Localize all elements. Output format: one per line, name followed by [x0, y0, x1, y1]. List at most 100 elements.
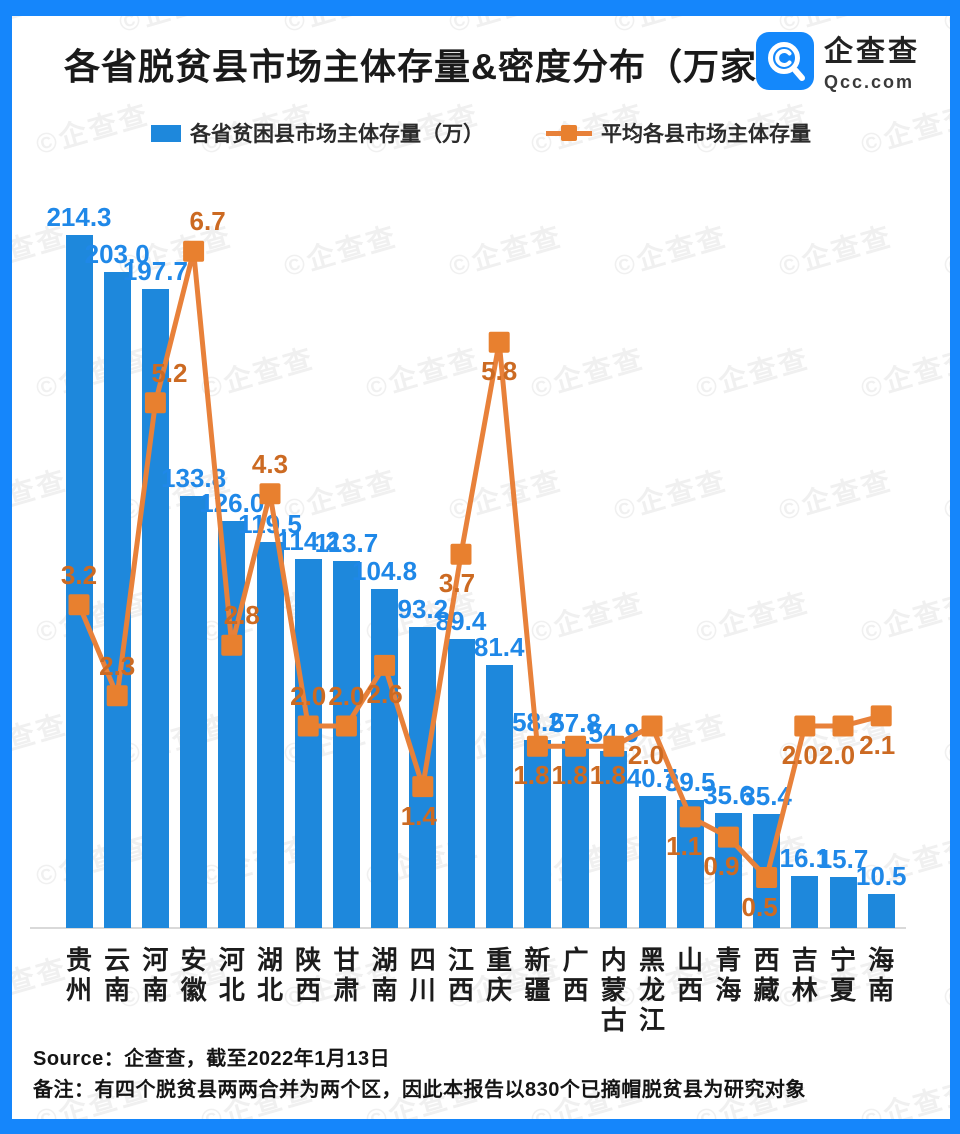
x-axis-label-吉林: 吉林	[791, 945, 818, 1005]
bar-value-label: 35.6	[703, 779, 754, 810]
line-value-label: 5.2	[151, 357, 188, 388]
line-marker-新疆	[526, 735, 548, 757]
bar-value-label: 15.7	[817, 844, 869, 875]
x-axis-label-黑龙江: 黑龙江	[638, 945, 665, 1035]
line-value-label: 2.8	[223, 600, 260, 631]
trend-line-svg	[68, 240, 892, 888]
line-marker-河南	[144, 392, 166, 414]
qcc-logo: 企查查 Qcc.com	[755, 28, 920, 93]
line-series-swatch	[546, 125, 592, 141]
bar-value-label: 81.4	[473, 631, 525, 662]
bar-value-label: 126.0	[199, 487, 265, 518]
line-value-label: 1.8	[589, 760, 626, 791]
bar-甘肃	[332, 560, 360, 928]
x-axis-line	[30, 927, 906, 929]
line-value-label: 2.6	[366, 679, 403, 710]
line-marker-青海	[717, 826, 739, 848]
x-axis-label-河南: 河南	[142, 945, 169, 1005]
x-axis-label-海南: 海南	[868, 945, 895, 1005]
bar-贵州	[65, 235, 93, 928]
bar-黑龙江	[638, 796, 666, 928]
line-value-label: 1.4	[400, 800, 437, 831]
bar-value-label: 57.8	[550, 708, 601, 739]
line-marker-广西	[565, 735, 587, 757]
x-axis-label-宁夏: 宁夏	[829, 945, 856, 1005]
line-series-marker-icon	[561, 125, 577, 141]
bar-吉林	[791, 875, 819, 928]
bar-series-label: 各省贫困县市场主体存量（万）	[190, 123, 484, 146]
x-axis-label-湖北: 湖北	[256, 945, 283, 1005]
x-axis-label-江西: 江西	[447, 945, 474, 1005]
bar-value-label: 113.7	[314, 527, 379, 558]
x-axis-label-山西: 山西	[677, 945, 704, 1005]
line-marker-湖南	[374, 654, 396, 676]
trend-line	[76, 248, 882, 880]
bar-value-label: 89.4	[435, 606, 487, 637]
page-title: 各省脱贫县市场主体存量&密度分布（万家）	[64, 46, 794, 87]
x-axis-label-青海: 青海	[715, 945, 742, 1005]
line-marker-河北	[221, 634, 243, 656]
x-axis-label-四川: 四川	[409, 945, 436, 1005]
x-axis-label-新疆: 新疆	[524, 945, 551, 1005]
line-marker-山西	[679, 806, 701, 828]
line-marker-黑龙江	[641, 715, 663, 737]
line-value-label: 2.0	[781, 740, 818, 770]
line-marker-安徽	[183, 240, 205, 262]
line-marker-西藏	[756, 867, 778, 888]
line-value-label: 0.5	[741, 891, 778, 922]
source-text: Source：企查查，截至2022年1月13日	[33, 1048, 391, 1070]
x-axis-label-云南: 云南	[104, 945, 131, 1005]
line-marker-贵州	[68, 594, 90, 616]
bar-河北	[218, 520, 246, 928]
bar-重庆	[485, 664, 513, 928]
bar-湖北	[256, 541, 284, 928]
footer: Source：企查查，截至2022年1月13日 备注：有四个脱贫县两两合并为两个…	[33, 1044, 806, 1106]
line-value-label: 5.8	[481, 356, 518, 387]
x-axis-label-广西: 广西	[562, 945, 589, 1005]
x-axis-label-重庆: 重庆	[486, 945, 513, 1005]
line-value-label: 2.1	[859, 729, 896, 760]
x-axis-label-陕西: 陕西	[295, 945, 322, 1005]
bar-value-label: 197.7	[122, 256, 188, 287]
line-marker-海南	[870, 705, 892, 727]
x-axis-label-甘肃: 甘肃	[333, 945, 360, 1005]
bar-value-label: 214.3	[46, 202, 112, 233]
line-value-label: 4.3	[251, 448, 289, 479]
x-axis-label-贵州: 贵州	[65, 945, 92, 1005]
bar-陕西	[294, 558, 322, 928]
line-value-label: 3.2	[60, 559, 98, 590]
chart-paper: ©企查查 ©企查查 ©企查查 ©企查查 ©企查查 ©企查查 ©企查查 ©企查查 ©企查查 ©企查查…	[12, 16, 950, 1119]
line-marker-内蒙古	[603, 735, 625, 757]
line-value-label: 6.7	[189, 206, 226, 237]
bar-广西	[562, 741, 590, 928]
line-marker-吉林	[794, 715, 816, 737]
line-marker-重庆	[488, 331, 510, 353]
bar-value-label: 10.5	[855, 861, 907, 892]
bar-江西	[447, 639, 475, 928]
line-value-label: 1.8	[551, 760, 588, 791]
x-axis-label-湖南: 湖南	[371, 945, 398, 1005]
line-value-label: 1.8	[513, 760, 550, 791]
line-value-label: 2.0	[328, 681, 365, 711]
bar-value-label: 114.2	[276, 525, 340, 556]
line-value-label: 2.0	[818, 740, 856, 770]
line-series-label: 平均各县市场主体存量	[601, 123, 811, 146]
qcc-logo-name: 企查查	[823, 36, 920, 68]
qcc-logo-domain: Qcc.com	[823, 72, 915, 92]
qcc-logo-text-block: 企查查 Qcc.com	[824, 28, 920, 93]
qcc-logo-icon	[755, 31, 814, 90]
bar-海南	[867, 894, 895, 928]
bar-value-label: 203.0	[84, 238, 150, 269]
line-value-label: 2.0	[627, 740, 665, 770]
line-marker-云南	[106, 685, 128, 707]
line-marker-宁夏	[832, 715, 854, 737]
x-axis-label-安徽: 安徽	[180, 945, 207, 1005]
line-value-label: 1.1	[666, 830, 703, 861]
bar-value-label: 104.8	[352, 556, 418, 587]
line-value-label: 2.0	[290, 681, 327, 711]
x-axis-label-内蒙古: 内蒙古	[600, 945, 627, 1035]
bar-value-label: 119.5	[238, 508, 302, 539]
chart-legend: 各省贫困县市场主体存量（万） 平均各县市场主体存量	[12, 118, 950, 148]
bar-内蒙古	[600, 750, 628, 928]
